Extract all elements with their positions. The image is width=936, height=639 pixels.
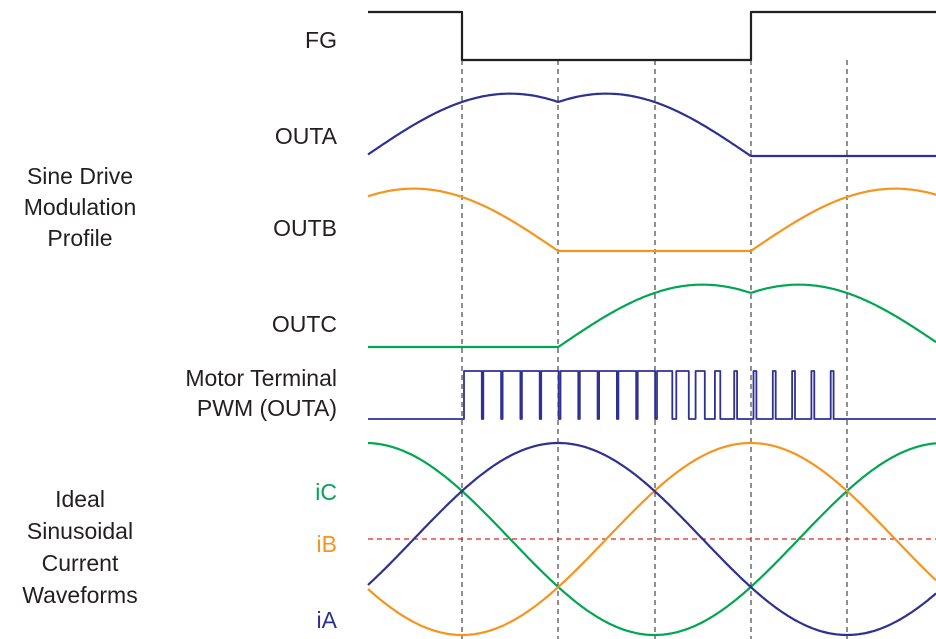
section-title-currents-line2: Sinusoidal (27, 518, 133, 544)
fg-waveform (368, 10, 936, 62)
outc-waveform (368, 283, 936, 349)
outa-label: OUTA (275, 123, 338, 149)
section-title-currents-line4: Waveforms (22, 582, 137, 608)
outc-label: OUTC (272, 311, 337, 337)
outa-waveform (367, 92, 936, 158)
phase-markers (461, 60, 848, 639)
fg-label: FG (305, 27, 337, 53)
section-title-currents-line3: Current (42, 550, 119, 576)
ib-waveform (367, 441, 936, 637)
ib-label: iB (317, 531, 337, 557)
pwm-label-line2: PWM (OUTA) (197, 395, 337, 421)
pwm-waveform (368, 370, 936, 420)
section-title-modulation-line2: Modulation (24, 194, 137, 220)
section-title-currents-line1: Ideal (55, 486, 105, 512)
ia-label: iA (317, 607, 338, 633)
ia-waveform (367, 441, 936, 637)
section-title-modulation-line3: Profile (47, 225, 112, 251)
outb-waveform (367, 187, 936, 253)
outb-label: OUTB (273, 215, 337, 241)
section-title-modulation-line1: Sine Drive (27, 163, 133, 189)
ic-label: iC (315, 479, 337, 505)
pwm-label-line1: Motor Terminal (185, 365, 337, 391)
